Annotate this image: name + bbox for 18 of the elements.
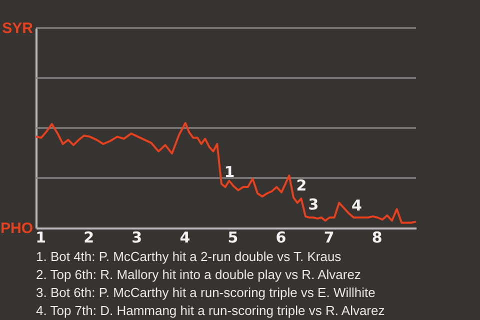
x-tick-label: 7 [324,228,334,246]
x-tick-label: 5 [228,228,238,246]
text: 3. Bot 6th: P. McCarthy hit a run-scoring triple vs E. Willhite [36,285,376,300]
annotation: 1 [224,162,235,181]
annotation: 2 [296,176,307,195]
text: 4. Top 7th: D. Hammang hit a run-scoring triple vs R. Alvarez [36,303,385,318]
annotation: 4 [352,196,362,214]
text: 2. Top 6th: R. Mallory hit into a double play vs R. Alvarez [36,267,361,282]
text: SYR [2,20,34,37]
text: 1. Bot 4th: P. McCarthy hit a 2-run double vs T. Kraus [36,249,342,264]
x-tick-label: 6 [276,228,286,246]
x-tick-label: 3 [132,228,142,246]
x-tick-label: 4 [180,228,190,246]
x-tick-label: 1 [36,228,46,246]
text: PHO [0,220,34,237]
x-tick-label: 8 [372,228,382,246]
annotation: 3 [308,195,319,214]
x-tick-label: 2 [84,228,94,246]
